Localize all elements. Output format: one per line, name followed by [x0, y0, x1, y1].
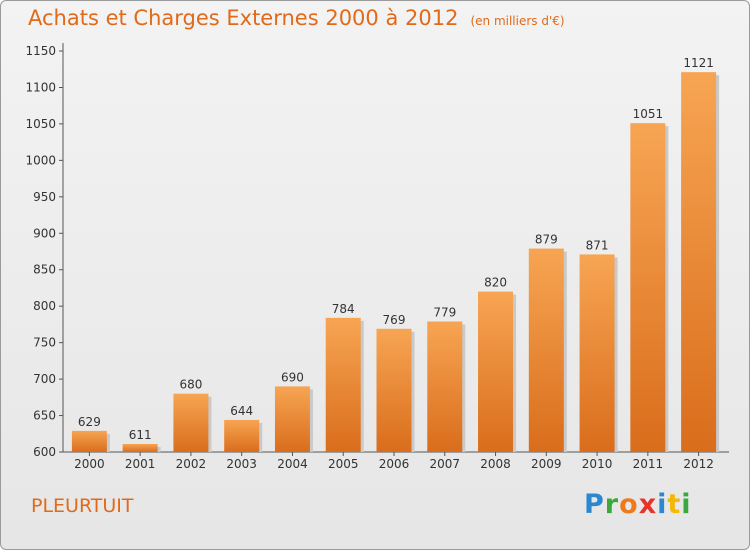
bar	[376, 328, 412, 452]
bar-value-label: 680	[179, 378, 202, 392]
bar-value-label: 879	[535, 233, 558, 247]
x-tick-label: 2002	[176, 457, 207, 471]
x-tick-label: 2006	[379, 457, 410, 471]
bar-value-label: 644	[230, 404, 253, 418]
x-tick-label: 2007	[429, 457, 460, 471]
bar	[427, 321, 463, 452]
bar-value-label: 629	[78, 415, 101, 429]
y-tick-label: 700	[33, 372, 56, 386]
bar-value-label: 779	[433, 305, 456, 319]
logo-letter: o	[619, 489, 639, 520]
y-tick-label: 650	[33, 409, 56, 423]
bar-value-label: 871	[586, 238, 609, 252]
bar-value-label: 1121	[683, 56, 714, 70]
bar	[478, 291, 514, 452]
bar-value-label: 769	[383, 313, 406, 327]
bar	[224, 419, 260, 452]
bar	[122, 443, 158, 452]
y-tick-label: 800	[33, 299, 56, 313]
y-tick-label: 750	[33, 336, 56, 350]
y-tick-label: 850	[33, 263, 56, 277]
bar	[325, 317, 361, 452]
bar	[71, 430, 107, 452]
x-tick-label: 2012	[683, 457, 714, 471]
x-tick-label: 2003	[226, 457, 257, 471]
bar	[630, 123, 666, 453]
bar	[274, 386, 310, 452]
logo-letter: i	[681, 489, 692, 520]
x-tick-label: 2005	[328, 457, 359, 471]
y-tick-label: 1150	[25, 44, 56, 58]
chart-title: Achats et Charges Externes 2000 à 2012 (e…	[28, 6, 565, 30]
x-tick-label: 2004	[277, 457, 308, 471]
x-tick-label: 2000	[74, 457, 105, 471]
chart-unit: (en milliers d'€)	[470, 14, 565, 28]
bar	[681, 72, 717, 452]
logo-letter: t	[667, 489, 682, 520]
x-tick-label: 2008	[480, 457, 511, 471]
bar-value-label: 1051	[633, 107, 664, 121]
bar	[528, 248, 564, 452]
bar	[579, 254, 615, 452]
bar-value-label: 784	[332, 302, 355, 316]
y-tick-label: 1050	[25, 117, 56, 131]
x-tick-label: 2010	[582, 457, 613, 471]
x-tick-label: 2011	[633, 457, 664, 471]
y-tick-label: 1100	[25, 80, 56, 94]
logo-letter: P	[584, 489, 605, 520]
chart-title-text: Achats et Charges Externes 2000 à 2012	[28, 6, 459, 30]
bar-value-label: 611	[129, 428, 152, 442]
bar-value-label: 820	[484, 276, 507, 290]
logo-letter: x	[638, 489, 658, 520]
y-tick-label: 900	[33, 226, 56, 240]
logo-letter: r	[604, 489, 620, 520]
logo-letter: i	[657, 489, 668, 520]
proxiti-logo: Proxiti	[584, 489, 692, 520]
y-tick-label: 600	[33, 445, 56, 459]
y-tick-label: 1000	[25, 153, 56, 167]
y-tick-label: 950	[33, 190, 56, 204]
bar	[173, 393, 209, 452]
bar-value-label: 690	[281, 370, 304, 384]
x-tick-label: 2001	[125, 457, 156, 471]
x-tick-label: 2009	[531, 457, 562, 471]
location-name: PLEURTUIT	[31, 495, 134, 517]
